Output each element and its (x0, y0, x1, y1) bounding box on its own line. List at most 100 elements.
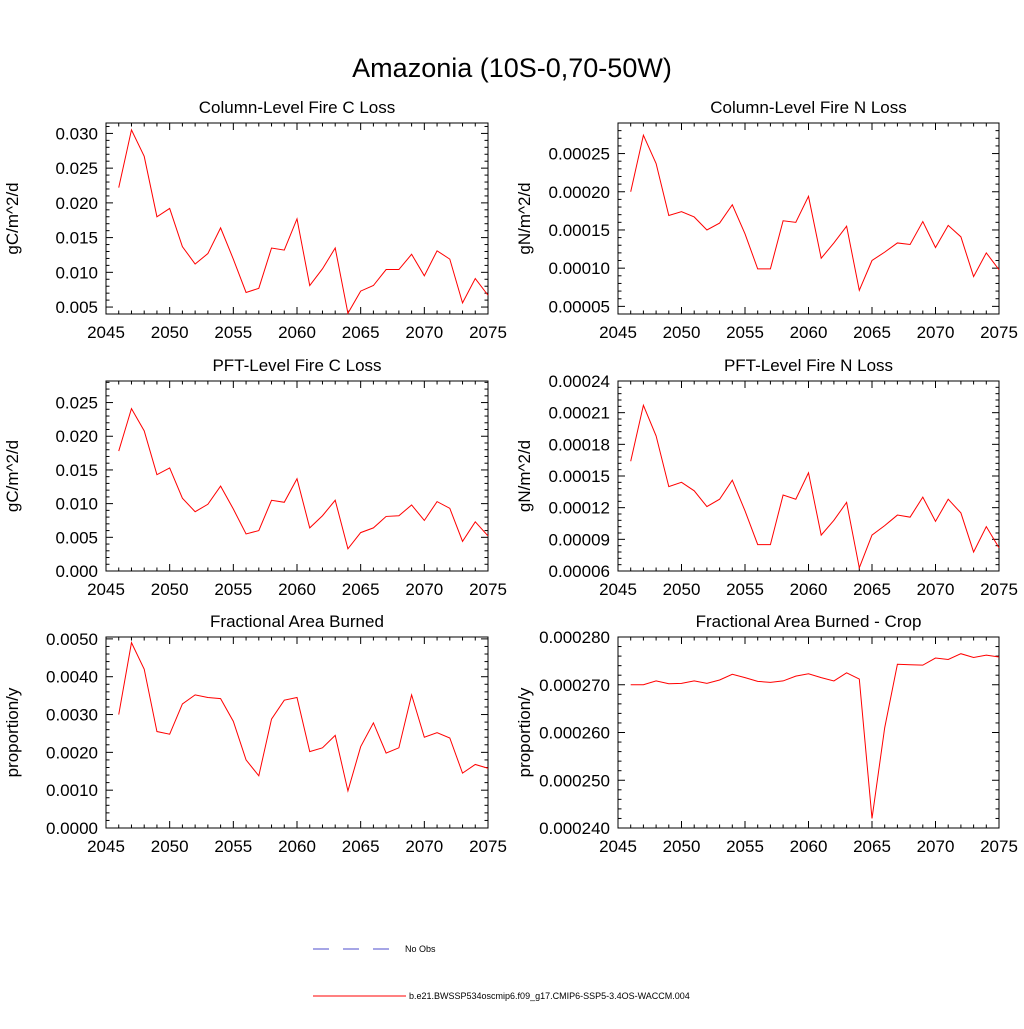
plot-frame (617, 636, 1000, 829)
x-tick-label: 2075 (980, 837, 1018, 856)
x-tick-label: 2075 (469, 323, 507, 342)
x-tick-label: 2060 (790, 837, 828, 856)
x-tick-label: 2065 (342, 837, 380, 856)
y-tick-label: 0.010 (55, 263, 98, 282)
series-line (630, 653, 1000, 819)
y-tick-label: 0.000 (55, 562, 98, 581)
series-line (630, 403, 1000, 570)
x-tick-label: 2075 (469, 580, 507, 599)
y-tick-label: 0.025 (55, 159, 98, 178)
x-tick-label: 2050 (663, 323, 701, 342)
x-tick-label: 2070 (917, 580, 955, 599)
panel-title: Column-Level Fire C Loss (199, 98, 396, 117)
chart-panel-5: Fractional Area Burned proportion/y 2045 20… (3, 612, 507, 856)
x-tick-label: 2045 (87, 580, 125, 599)
x-tick-label: 2070 (917, 837, 955, 856)
panel-title: PFT-Level Fire N Loss (724, 356, 893, 375)
x-tick-label: 2065 (342, 580, 380, 599)
x-tick-label: 2065 (853, 580, 891, 599)
x-tick-label: 2045 (599, 580, 637, 599)
x-tick-label: 2075 (980, 580, 1018, 599)
y-tick-label: 0.015 (55, 461, 98, 480)
x-tick-label: 2060 (790, 323, 828, 342)
x-tick-label: 2065 (342, 323, 380, 342)
y-tick-label: 0.025 (55, 394, 98, 413)
y-tick-label: 0.030 (55, 124, 98, 143)
chart-panel-2: Column-Level Fire N Loss gN/m^2/d 2045 2050… (515, 98, 1018, 342)
series-line (118, 407, 489, 550)
y-tick-label: 0.00010 (549, 259, 610, 278)
x-tick-label: 2045 (87, 837, 125, 856)
y-tick-label: 0.00015 (549, 221, 610, 240)
series-line (630, 133, 1000, 293)
y-tick-label: 0.00015 (549, 467, 610, 486)
plot-frame (105, 380, 489, 572)
x-tick-label: 2050 (151, 580, 189, 599)
chart-panel-3: PFT-Level Fire C Loss gC/m^2/d 2045 2050 205… (3, 356, 507, 599)
x-tick-label: 2065 (853, 837, 891, 856)
x-tick-label: 2070 (917, 323, 955, 342)
y-tick-label: 0.00005 (549, 297, 610, 316)
y-tick-label: 0.00024 (549, 372, 610, 391)
panel-title: Fractional Area Burned (210, 612, 384, 631)
x-tick-label: 2070 (405, 837, 443, 856)
x-tick-label: 2060 (278, 580, 316, 599)
y-tick-label: 0.0050 (46, 630, 98, 649)
x-tick-label: 2070 (405, 323, 443, 342)
x-tick-label: 2075 (980, 323, 1018, 342)
y-tick-label: 0.000280 (539, 628, 610, 647)
legend-model-label: b.e21.BWSSP534oscmip6.f09_g17.CMIP6-SSP5… (409, 991, 690, 1001)
y-tick-label: 0.00006 (549, 562, 610, 581)
y-tick-label: 0.00020 (549, 183, 610, 202)
x-tick-label: 2060 (278, 837, 316, 856)
x-tick-label: 2050 (663, 580, 701, 599)
x-tick-label: 2060 (278, 323, 316, 342)
x-tick-label: 2055 (214, 837, 252, 856)
x-tick-label: 2075 (469, 837, 507, 856)
x-tick-label: 2055 (214, 580, 252, 599)
chart-panel-6: Fractional Area Burned - Crop proportion/… (515, 612, 1018, 856)
panel-title: Column-Level Fire N Loss (710, 98, 907, 117)
x-tick-label: 2060 (790, 580, 828, 599)
x-tick-label: 2050 (151, 837, 189, 856)
chart-panel-1: Column-Level Fire C Loss gC/m^2/d 2045 2050… (3, 98, 507, 342)
y-axis-label: proportion/y (3, 687, 22, 777)
y-tick-label: 0.005 (55, 528, 98, 547)
plot-frame (617, 380, 1000, 572)
y-axis-label: gC/m^2/d (3, 182, 22, 254)
y-tick-label: 0.000250 (539, 771, 610, 790)
y-tick-label: 0.000270 (539, 676, 610, 695)
y-tick-label: 0.0040 (46, 668, 98, 687)
y-tick-label: 0.015 (55, 229, 98, 248)
y-tick-label: 0.020 (55, 427, 98, 446)
x-tick-label: 2050 (151, 323, 189, 342)
y-tick-label: 0.0000 (46, 819, 98, 838)
y-tick-label: 0.0010 (46, 781, 98, 800)
x-tick-label: 2055 (726, 323, 764, 342)
series-line (118, 128, 489, 315)
figure-title: Amazonia (10S-0,70-50W) (352, 53, 672, 83)
y-tick-label: 0.00018 (549, 435, 610, 454)
y-tick-label: 0.010 (55, 495, 98, 514)
y-tick-label: 0.00025 (549, 145, 610, 164)
x-tick-label: 2045 (599, 323, 637, 342)
y-tick-label: 0.005 (55, 298, 98, 317)
legend-obs-label: No Obs (405, 944, 436, 954)
x-tick-label: 2055 (214, 323, 252, 342)
y-axis-label: proportion/y (515, 687, 534, 777)
y-tick-label: 0.0020 (46, 743, 98, 762)
x-tick-label: 2065 (853, 323, 891, 342)
legend: No Obs b.e21.BWSSP534oscmip6.f09_g17.CMI… (313, 944, 690, 1001)
y-tick-label: 0.00012 (549, 499, 610, 518)
y-axis-label: gN/m^2/d (515, 182, 534, 254)
y-tick-label: 0.00021 (549, 404, 610, 423)
x-tick-label: 2055 (726, 837, 764, 856)
panel-title: PFT-Level Fire C Loss (212, 356, 381, 375)
y-tick-label: 0.00009 (549, 530, 610, 549)
x-tick-label: 2055 (726, 580, 764, 599)
y-tick-label: 0.000240 (539, 819, 610, 838)
panel-title: Fractional Area Burned - Crop (696, 612, 922, 631)
x-tick-label: 2050 (663, 837, 701, 856)
y-axis-label: gN/m^2/d (515, 440, 534, 512)
